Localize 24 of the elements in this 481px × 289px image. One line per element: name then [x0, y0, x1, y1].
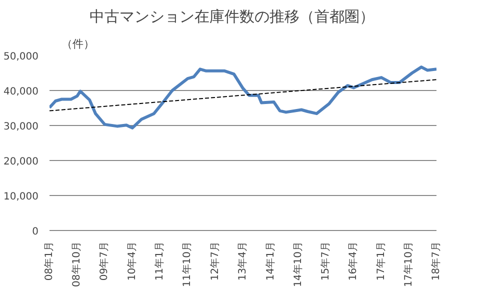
x-tick-label: 18年7月 [430, 241, 442, 281]
x-tick-label: 12年7月 [208, 241, 221, 281]
x-tick-label: 08年10月 [70, 241, 83, 287]
x-tick-label: 17年10月 [402, 241, 414, 287]
y-tick-label: 40,000 [4, 86, 39, 98]
x-tick-label: 08年1月 [43, 241, 55, 281]
y-tick-label: 10,000 [4, 192, 39, 202]
x-tick-label: 16年4月 [347, 241, 360, 281]
y-tick-label: 0 [32, 226, 39, 238]
y-tick-label: 50,000 [4, 52, 39, 62]
line-series [50, 66, 436, 130]
x-tick-label: 11年1月 [154, 241, 166, 281]
y-tick-label: 20,000 [4, 156, 39, 168]
x-tick-label: 15年7月 [319, 241, 332, 281]
y-tick-label: 30,000 [4, 122, 39, 132]
x-tick-label: 14年1月 [264, 241, 276, 281]
y-axis-title: （件） [62, 38, 94, 50]
x-tick-label: 10年4月 [126, 241, 138, 281]
chart-title: 中古マンション在庫件数の推移（首都圏） [90, 8, 374, 26]
x-tick-label: 14年10月 [292, 241, 304, 287]
x-tick-label: 17年1月 [374, 241, 387, 281]
x-tick-label: 09年7月 [98, 241, 110, 281]
x-tick-label: 13年4月 [236, 241, 248, 281]
x-tick-label: 11年10月 [181, 241, 194, 287]
